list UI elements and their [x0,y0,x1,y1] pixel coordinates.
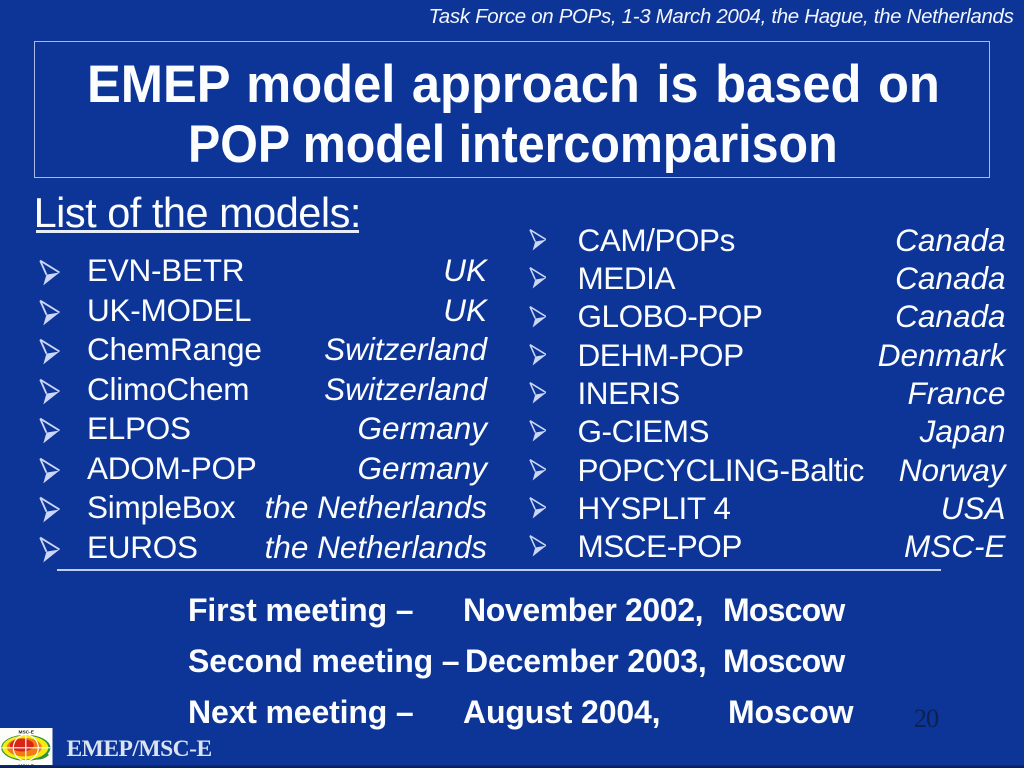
svg-text:MSC-E: MSC-E [18,729,33,735]
